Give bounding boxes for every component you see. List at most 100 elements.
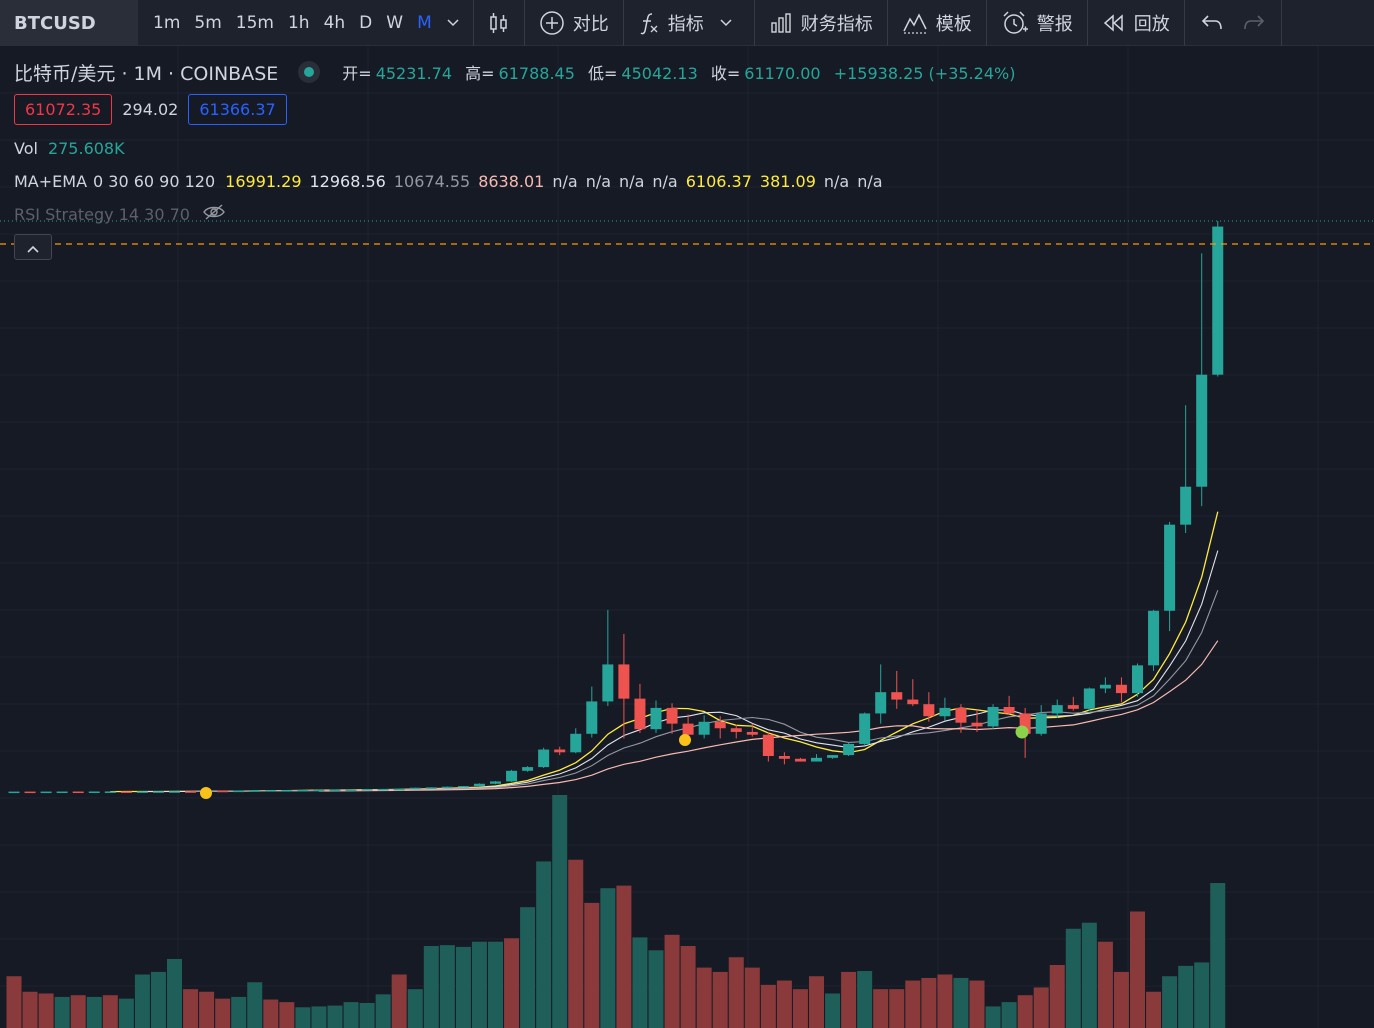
volume-bar	[712, 971, 728, 1028]
candle-body	[522, 767, 534, 771]
candle-body	[1132, 665, 1143, 694]
candle-body	[40, 791, 52, 794]
timeframe-1h[interactable]: 1h	[287, 12, 310, 33]
open-label: 开=	[342, 64, 372, 83]
candle-body	[762, 734, 774, 756]
volume-indicator-legend[interactable]: Vol 275.608K	[14, 136, 125, 160]
volume-bar	[905, 980, 921, 1028]
ma-value: 6106.37	[685, 171, 752, 191]
ma-value: 8638.01	[478, 171, 545, 191]
candle-body	[136, 791, 148, 793]
function-icon	[638, 11, 660, 35]
volume-bar	[215, 998, 231, 1028]
rsi-strategy-legend[interactable]: RSI Strategy 14 30 70	[14, 202, 226, 226]
volume-bar	[1049, 965, 1065, 1028]
timeframe-1m[interactable]: 1m	[153, 12, 181, 33]
candle-body	[1035, 713, 1047, 734]
indicators-label: 指标	[667, 13, 704, 35]
indicators-dropdown-chevron-icon[interactable]	[712, 18, 740, 27]
candle-body	[843, 743, 855, 756]
collapse-legend-button[interactable]	[14, 234, 52, 260]
candle-body	[538, 749, 550, 768]
volume-bar	[455, 946, 471, 1028]
indicators-button[interactable]: 指标	[624, 0, 754, 45]
volume-bar	[1162, 976, 1178, 1028]
volume-bar	[102, 995, 118, 1028]
candle-body	[698, 721, 710, 735]
candle-body	[185, 791, 197, 793]
volume-bar	[375, 994, 391, 1028]
candle-body	[602, 664, 614, 702]
ma-value: n/a	[652, 171, 678, 191]
chart-type-button[interactable]	[474, 0, 524, 45]
volume-bar	[391, 974, 407, 1028]
candle-body	[1099, 684, 1111, 689]
volume-bar	[1113, 971, 1129, 1028]
ma-line	[190, 590, 1219, 793]
candle-body	[24, 791, 36, 794]
redo-button[interactable]	[1233, 0, 1281, 45]
ma-value: n/a	[552, 171, 578, 191]
candle-body	[393, 788, 405, 791]
ma-ema-indicator-legend[interactable]: MA+EMA 0 30 60 90 120 16991.29 12968.56 10…	[14, 169, 891, 193]
buy-price-button[interactable]: 61366.37	[188, 94, 287, 125]
volume-bar	[616, 885, 632, 1028]
volume-bar	[70, 995, 86, 1028]
candle-body	[1003, 706, 1015, 714]
volume-bar	[1210, 883, 1226, 1028]
volume-bar	[22, 991, 38, 1028]
candle-body	[778, 756, 790, 759]
chart-grid	[0, 46, 1374, 1028]
alerts-button[interactable]: 警报	[987, 0, 1087, 45]
candle-body	[249, 790, 261, 792]
sell-price-button[interactable]: 61072.35	[14, 94, 113, 125]
volume-bar	[696, 967, 712, 1028]
candle-body	[329, 789, 341, 792]
toolbar-divider	[753, 0, 755, 46]
candle-body	[233, 790, 245, 793]
candle-body	[1164, 524, 1176, 611]
candle-body	[634, 698, 646, 730]
volume-bar	[199, 991, 215, 1028]
undo-icon	[1201, 13, 1223, 33]
timeframe-m[interactable]: M	[417, 12, 432, 33]
volume-bars	[6, 795, 1226, 1028]
timeframe-dropdown-chevron-icon[interactable]	[439, 16, 467, 30]
candle-body	[971, 722, 983, 727]
ma-value: 381.09	[759, 171, 816, 191]
compare-button[interactable]: 对比	[525, 0, 623, 45]
candles-icon	[488, 11, 510, 35]
candle-body	[425, 787, 437, 789]
symbol-search[interactable]: BTCUSD	[0, 0, 138, 46]
volume-bar	[857, 971, 873, 1028]
timeframe-d[interactable]: D	[359, 12, 373, 33]
timeframe-4h[interactable]: 4h	[323, 12, 346, 33]
financials-button[interactable]: 财务指标	[755, 0, 887, 45]
market-status-icon[interactable]	[298, 61, 321, 83]
candle-body	[1180, 486, 1192, 525]
candle-body	[506, 770, 518, 782]
redo-icon	[1243, 13, 1265, 33]
candle-body	[987, 706, 999, 727]
candle-body	[554, 749, 566, 753]
volume-bar	[183, 989, 199, 1028]
timeframe-15m[interactable]: 15m	[235, 12, 274, 33]
candle-body	[939, 707, 951, 717]
timeframe-5m[interactable]: 5m	[194, 12, 222, 33]
volume-label: Vol	[14, 138, 38, 158]
timeframe-w[interactable]: W	[386, 12, 404, 33]
volume-bar	[744, 967, 760, 1028]
volume-bar	[263, 999, 279, 1028]
templates-button[interactable]: 模板	[888, 0, 986, 45]
volume-bar	[680, 946, 696, 1028]
candle-body	[714, 721, 726, 729]
volume-bar	[6, 976, 22, 1028]
templates-label: 模板	[935, 13, 972, 35]
volume-bar	[423, 946, 439, 1028]
volume-bar	[1001, 1002, 1017, 1028]
undo-button[interactable]	[1185, 0, 1233, 45]
candle-body	[618, 664, 630, 699]
replay-button[interactable]: 回放	[1088, 0, 1184, 45]
eye-hidden-icon[interactable]	[202, 203, 226, 225]
